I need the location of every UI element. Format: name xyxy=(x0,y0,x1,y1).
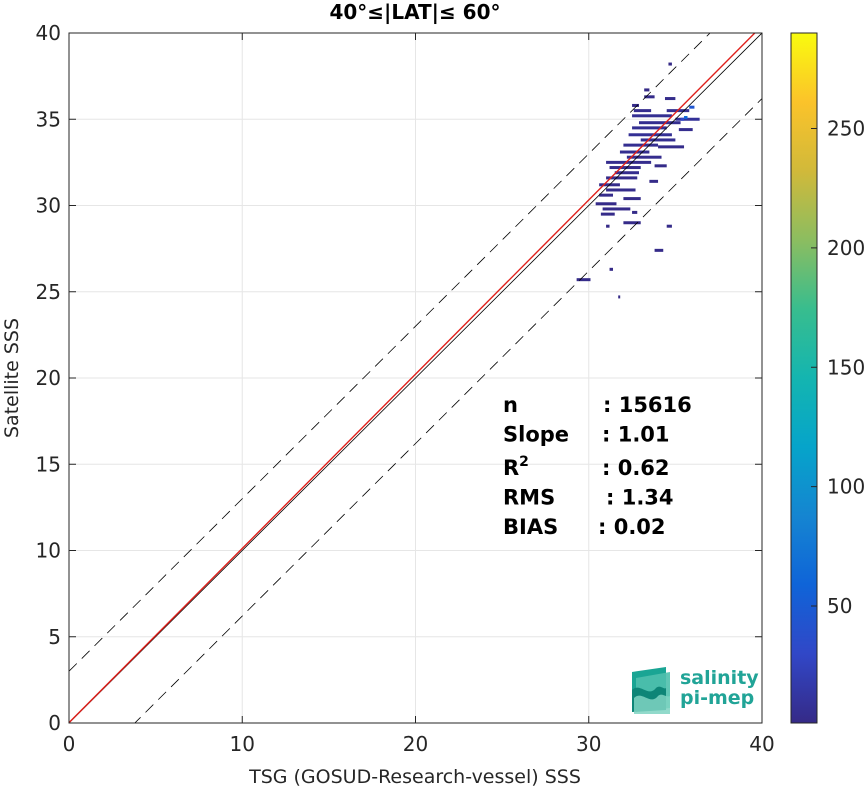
density-cell xyxy=(675,117,700,121)
y-tick-label: 10 xyxy=(36,539,61,563)
x-tick-label: 10 xyxy=(230,732,255,756)
stat-label: RMS xyxy=(503,486,555,510)
density-cell xyxy=(599,193,614,197)
density-cell xyxy=(633,109,652,113)
stat-label: n xyxy=(503,393,518,417)
density-cell xyxy=(602,207,631,211)
density-cell xyxy=(664,97,676,101)
logo-line1: salinity xyxy=(680,667,759,689)
stat-value: : 0.02 xyxy=(598,515,666,539)
density-cell xyxy=(640,138,676,142)
x-tick-label: 0 xyxy=(63,732,76,756)
logo-waves-icon xyxy=(632,667,670,714)
density-cell xyxy=(606,176,638,180)
y-tick-label: 30 xyxy=(36,194,61,218)
colorbar-tick-label: 50 xyxy=(827,594,852,618)
density-cell xyxy=(600,212,615,216)
chart-title: 40°≤|LAT|≤ 60° xyxy=(329,0,500,24)
colorbar-tick-label: 200 xyxy=(827,236,865,260)
density-cell xyxy=(632,210,638,214)
colorbar xyxy=(790,32,818,724)
density-cell xyxy=(668,62,672,66)
colorbar-tick-label: 250 xyxy=(827,117,865,141)
density-cell xyxy=(644,88,650,92)
density-cell xyxy=(609,267,614,271)
stat-value: : 15616 xyxy=(603,393,692,417)
stat-label: Slope xyxy=(503,423,569,447)
stat-value: : 1.01 xyxy=(602,423,670,447)
density-cell xyxy=(638,121,681,125)
density-cell xyxy=(626,155,662,159)
stat-value: : 1.34 xyxy=(606,486,674,510)
colorbar-ticks: 50 100 150 200 250 xyxy=(811,117,865,618)
x-tick-label: 40 xyxy=(749,732,774,756)
lower-bound-line xyxy=(134,98,762,723)
density-cell xyxy=(632,114,672,118)
x-tick-label: 20 xyxy=(403,732,428,756)
y-axis-label: Satellite SSS xyxy=(1,318,23,438)
density-cell xyxy=(654,164,667,168)
density-cell xyxy=(619,150,650,154)
reference-lines xyxy=(69,33,762,723)
y-tick-label: 20 xyxy=(36,366,61,390)
y-tick-label: 0 xyxy=(48,711,61,735)
regression-line xyxy=(69,33,756,723)
density-cell xyxy=(654,248,664,252)
x-axis-label: TSG (GOSUD-Research-vessel) SSS xyxy=(248,766,581,788)
colorbar-tick-label: 150 xyxy=(827,355,865,379)
density-cell xyxy=(623,197,641,201)
stat-label-superscript: 2 xyxy=(519,454,529,470)
y-tick-label: 25 xyxy=(36,280,61,304)
density-cell xyxy=(678,128,693,132)
y-tick-label: 15 xyxy=(36,452,61,476)
colorbar-tick-label: 100 xyxy=(827,475,865,499)
density-cell xyxy=(632,103,639,107)
salinity-pi-mep-logo: salinity pi-mep xyxy=(632,667,759,714)
density-cell xyxy=(606,188,636,192)
density-cell xyxy=(614,171,639,175)
axis-ticks: 0 10 20 30 40 0 5 10 15 20 25 30 35 40 xyxy=(36,21,775,756)
identity-line xyxy=(69,33,762,723)
y-tick-label: 5 xyxy=(48,625,61,649)
density-cell xyxy=(618,295,621,299)
density-cell xyxy=(666,224,672,228)
density-cell xyxy=(644,95,655,99)
stat-label: BIAS xyxy=(503,515,558,539)
density-cell xyxy=(609,166,641,170)
density-cell xyxy=(606,160,652,164)
density-cell xyxy=(680,117,685,121)
density-cell xyxy=(658,145,685,149)
density-cell xyxy=(649,179,659,183)
stat-value: : 0.62 xyxy=(602,456,670,480)
density-cell xyxy=(623,143,659,147)
logo-line2: pi-mep xyxy=(680,687,754,709)
density-cell xyxy=(632,126,667,130)
density-cell xyxy=(623,221,641,225)
density-cell xyxy=(576,278,591,282)
y-tick-label: 35 xyxy=(36,107,61,131)
density-cell xyxy=(684,116,688,120)
density-cell xyxy=(689,105,695,109)
density-cell xyxy=(628,133,672,137)
x-tick-label: 30 xyxy=(576,732,601,756)
y-tick-label: 40 xyxy=(36,21,61,45)
upper-bound-line xyxy=(69,33,711,672)
density-cell xyxy=(606,224,610,228)
density-cell xyxy=(595,202,617,206)
